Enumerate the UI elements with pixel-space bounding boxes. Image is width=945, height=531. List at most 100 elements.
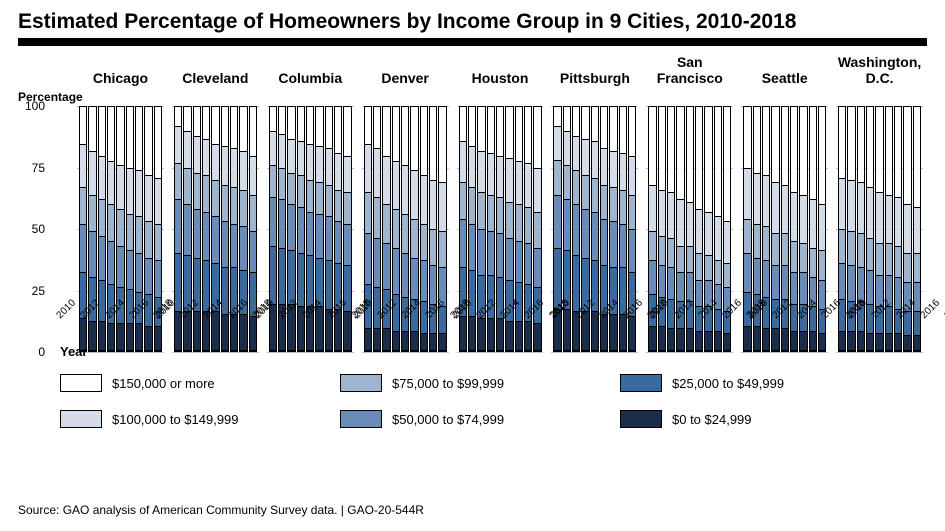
panel-label: Pittsburgh [547, 52, 642, 86]
bar-segment [145, 175, 151, 221]
bar-segment [326, 185, 332, 217]
bar-segment [307, 107, 313, 143]
bar-segment [80, 187, 86, 223]
x-tick: 2014 [894, 298, 918, 322]
bar-segment [411, 219, 417, 258]
bar-segment [365, 233, 371, 284]
bar-segment [270, 131, 276, 165]
bar-segment [629, 156, 635, 195]
bar-segment [867, 107, 873, 187]
bar-segment [439, 107, 445, 182]
bar-segment [374, 197, 380, 238]
bar-segment [705, 212, 711, 256]
x-tick: 2012 [573, 298, 597, 322]
bar-segment [194, 107, 200, 136]
bar-segment [194, 136, 200, 172]
bar-segment [715, 260, 721, 284]
chart-title: Estimated Percentage of Homeowners by In… [18, 10, 927, 34]
bar-segment [782, 265, 788, 299]
bar-segment [127, 214, 133, 250]
bar-segment [649, 231, 655, 260]
bar-segment [914, 107, 920, 207]
bar-segment [677, 272, 683, 301]
bar-segment [696, 107, 702, 209]
bar-segment [677, 199, 683, 245]
bar-segment [288, 173, 294, 205]
bar-segment [819, 107, 825, 204]
bar-segment [592, 107, 598, 141]
bar-segment [335, 190, 341, 222]
legend-label: $150,000 or more [112, 376, 215, 391]
bar-segment [478, 229, 484, 275]
bar-segment [696, 253, 702, 280]
bar-segment [421, 107, 427, 175]
bar-segment [564, 131, 570, 165]
bar-segment [402, 107, 408, 165]
bar-segment [525, 107, 531, 163]
x-tick: 2014 [696, 298, 720, 322]
bar-segment [80, 224, 86, 273]
bar-segment [326, 216, 332, 260]
bar-segment [136, 170, 142, 216]
bar-segment [497, 107, 503, 156]
bar-segment [402, 165, 408, 214]
bar-segment [99, 236, 105, 280]
x-tick: 2012 [672, 298, 696, 322]
bar-segment [288, 204, 294, 250]
bar-segment [754, 224, 760, 258]
bar-segment [772, 265, 778, 299]
bar-segment [344, 107, 350, 156]
bar-segment [439, 231, 445, 267]
bar-segment [250, 156, 256, 195]
legend-item: $0 to $24,999 [620, 406, 880, 432]
bar-segment [298, 107, 304, 141]
bar-segment [659, 236, 665, 265]
bar-segment [421, 260, 427, 301]
bar-segment [592, 178, 598, 212]
bar-segment [564, 199, 570, 250]
panel-label: Seattle [737, 52, 832, 86]
bar-segment [800, 195, 806, 244]
bar-segment [175, 199, 181, 252]
bar-segment [610, 151, 616, 187]
bar-segment [810, 199, 816, 248]
y-tick: 75 [15, 161, 45, 175]
bar-segment [895, 246, 901, 278]
bar-segment [687, 107, 693, 202]
bar-segment [250, 195, 256, 231]
bar-segment [867, 187, 873, 238]
bar-segment [99, 199, 105, 235]
bar-segment [506, 202, 512, 238]
bar-segment [460, 219, 466, 268]
bar-segment [184, 204, 190, 255]
bar-segment [127, 107, 133, 168]
bar-segment [782, 107, 788, 185]
bar-segment [724, 263, 730, 287]
bar-segment [629, 195, 635, 229]
bar-segment [240, 190, 246, 226]
bar-segment [108, 107, 114, 160]
bar-segment [136, 107, 142, 170]
y-tick: 100 [15, 99, 45, 113]
bar-segment [488, 195, 494, 231]
bar-segment [250, 107, 256, 156]
bar-segment [145, 107, 151, 175]
bar-segment [534, 212, 540, 248]
bar-segment [554, 160, 560, 194]
bar-segment [601, 185, 607, 219]
x-tick: 2014 [301, 298, 325, 322]
bar-segment [250, 231, 256, 272]
bar-segment [677, 107, 683, 199]
bar-segment [601, 107, 607, 148]
bar-segment [839, 229, 845, 263]
x-tick: 2014 [597, 298, 621, 322]
bar-segment [222, 146, 228, 185]
bar-segment [516, 204, 522, 240]
bar-segment [886, 243, 892, 275]
bar-segment [316, 107, 322, 146]
legend-label: $100,000 to $149,999 [112, 412, 239, 427]
bar-segment [497, 233, 503, 277]
bar-segment [402, 253, 408, 297]
bar-segment [659, 107, 665, 190]
bar-segment [270, 165, 276, 197]
